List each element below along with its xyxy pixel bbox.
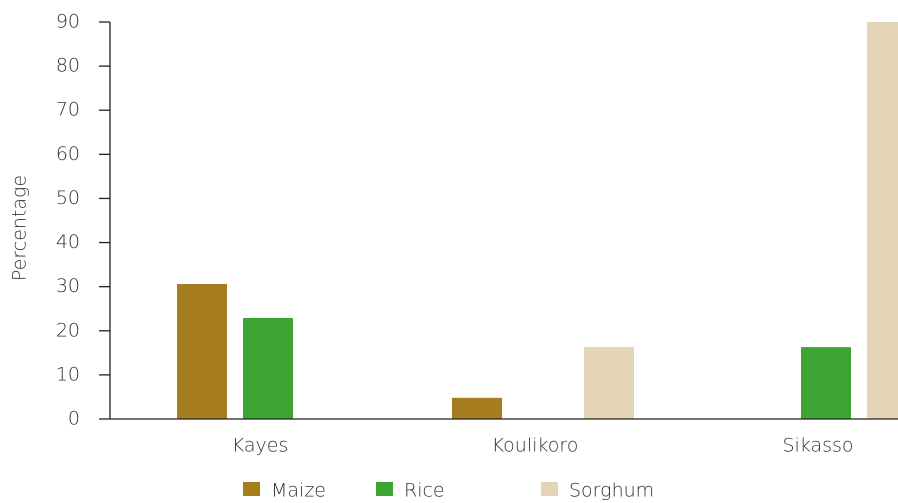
y-axis-label: Percentage [9,175,31,281]
bar [584,347,634,419]
legend-swatch [541,482,558,496]
y-tick-label: 90 [56,11,80,33]
y-tick-label: 30 [56,275,80,297]
y-tick-label: 10 [56,363,80,385]
legend-swatch [243,482,260,496]
x-tick-label: Kayes [232,435,289,457]
y-tick-label: 0 [68,408,80,430]
y-tick-label: 70 [56,99,80,121]
y-tick-label: 80 [56,55,80,77]
bar [452,397,502,419]
bar [801,347,851,419]
legend-label: Sorghum [569,480,654,502]
y-tick-label: 60 [56,143,80,165]
legend-label: Rice [404,480,445,502]
y-tick-label: 20 [56,319,80,341]
y-tick-label: 40 [56,231,80,253]
x-tick-label: Sikasso [782,435,853,457]
x-tick-label: Koulikoro [492,435,579,457]
bar [867,22,898,419]
y-tick-label: 50 [56,187,80,209]
bar [243,317,293,419]
bar [177,284,227,419]
legend-label: Maize [271,480,326,502]
legend-swatch [376,482,393,496]
